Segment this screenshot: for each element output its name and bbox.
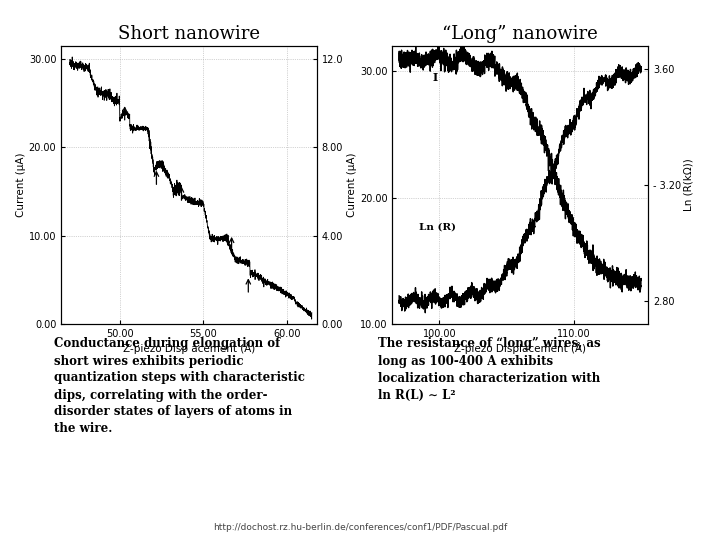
Text: The resistance of “long” wires, as
long as 100-400 A exhibits
localization chara: The resistance of “long” wires, as long … bbox=[378, 338, 600, 402]
Title: Short nanowire: Short nanowire bbox=[118, 25, 260, 43]
Y-axis label: Ln (R(kΩ)): Ln (R(kΩ)) bbox=[684, 159, 694, 211]
Y-axis label: Current (μA): Current (μA) bbox=[16, 153, 26, 217]
Title: “Long” nanowire: “Long” nanowire bbox=[442, 25, 598, 43]
Text: Ln (R): Ln (R) bbox=[419, 222, 456, 231]
Text: I: I bbox=[433, 72, 438, 83]
Y-axis label: Current (μA): Current (μA) bbox=[347, 153, 357, 217]
X-axis label: Z-piezo Disp acement (Å): Z-piezo Disp acement (Å) bbox=[123, 342, 255, 354]
Text: Conductance during elongation of
short wires exhibits periodic
quantization step: Conductance during elongation of short w… bbox=[54, 338, 305, 435]
X-axis label: Z-piezo Displacement (Å): Z-piezo Displacement (Å) bbox=[454, 342, 586, 354]
Text: http://dochost.rz.hu-berlin.de/conferences/conf1/PDF/Pascual.pdf: http://dochost.rz.hu-berlin.de/conferenc… bbox=[213, 523, 507, 532]
